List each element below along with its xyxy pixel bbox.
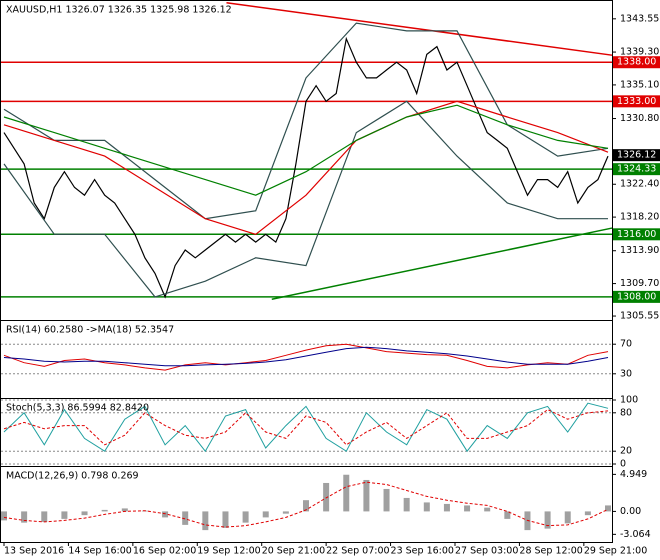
histogram-bar (423, 502, 430, 512)
series-line (3, 346, 609, 367)
histogram-bar (282, 511, 289, 514)
x-tick-label: 19 Sep 12:00 (197, 546, 260, 557)
histogram-bar (121, 508, 128, 512)
level-tag (613, 95, 660, 108)
x-tick-label: 23 Sep 16:00 (391, 546, 454, 557)
histogram-bar (41, 511, 48, 522)
series-line (3, 409, 609, 446)
y-tick-label: 70 (620, 339, 632, 350)
histogram-bar (21, 511, 28, 523)
histogram-bar (1, 511, 7, 521)
histogram-bar (605, 505, 611, 512)
y-tick-label: 1322.40 (620, 179, 659, 190)
y-tick-label: 4.949 (620, 469, 647, 480)
price-tag (613, 149, 660, 162)
x-tick-label: 22 Sep 07:00 (326, 546, 389, 557)
x-tick-label: 16 Sep 02:00 (133, 546, 196, 557)
level-tag (613, 163, 660, 176)
histogram-bar (464, 505, 471, 512)
panel-title: XAUUSD,H1 1326.07 1326.35 1325.98 1326.1… (6, 5, 232, 16)
level-label: 1316.00 (617, 229, 656, 240)
histogram-bar (564, 511, 571, 524)
y-tick-label: 1330.80 (620, 113, 659, 124)
y-tick-label: 1313.90 (620, 245, 659, 256)
price-label: 1326.12 (617, 150, 656, 161)
series-line (3, 100, 609, 235)
histogram-bar (504, 511, 511, 519)
y-tick-label: -3.064 (620, 529, 651, 540)
y-tick-label: 1339.30 (620, 47, 659, 58)
series-line (3, 36, 609, 299)
panel-frame (0, 398, 613, 467)
trend-line (226, 2, 613, 56)
x-tick-label: 28 Sep 12:00 (519, 546, 582, 557)
panel-title: MACD(12,26,9) 0.798 0.269 (6, 471, 139, 482)
series-line (3, 104, 609, 196)
y-tick-label: 1305.55 (620, 311, 659, 322)
level-tag (613, 56, 660, 69)
level-tag (613, 290, 660, 303)
x-tick-label: 13 Sep 2016 (4, 546, 64, 557)
histogram-bar (162, 511, 169, 518)
level-label: 1324.33 (617, 164, 656, 175)
histogram-bar (242, 511, 249, 523)
histogram-bar (584, 511, 591, 516)
series-line (3, 100, 608, 298)
histogram-bar (484, 507, 491, 512)
histogram-bar (81, 511, 88, 516)
y-tick-label: 1309.70 (620, 278, 659, 289)
panel-frame (0, 0, 613, 321)
y-tick-label: 0 (620, 459, 626, 470)
histogram-bar (101, 509, 108, 512)
histogram-bar (403, 497, 410, 512)
y-tick-label: 1318.20 (620, 212, 659, 223)
histogram-bar (323, 482, 330, 512)
panel-title: Stoch(5,3,3) 86.5994 82.8420 (6, 403, 149, 414)
level-label: 1308.00 (617, 291, 656, 302)
level-tag (613, 228, 660, 241)
series-line (3, 481, 609, 528)
trend-line (271, 227, 613, 300)
histogram-bar (182, 511, 189, 525)
histogram-bar (303, 500, 309, 512)
level-label: 1333.00 (617, 96, 656, 107)
panel-title: RSI(14) 60.2580 ->MA(18) 52.3547 (6, 325, 174, 336)
y-tick-label: 0.00 (620, 506, 641, 517)
histogram-bar (61, 511, 68, 519)
series-line (3, 402, 609, 453)
x-tick-label: 20 Sep 21:00 (262, 546, 325, 557)
x-tick-label: 14 Sep 16:00 (68, 546, 131, 557)
series-line (3, 343, 609, 371)
y-tick-label: 1343.55 (620, 13, 659, 24)
histogram-bar (544, 511, 551, 529)
y-tick-label: 80 (620, 407, 632, 418)
histogram-bar (363, 479, 370, 512)
level-label: 1338.00 (617, 57, 656, 68)
y-tick-label: 20 (620, 446, 632, 457)
histogram-bar (383, 488, 390, 512)
histogram-bar (222, 511, 229, 528)
histogram-bar (343, 474, 350, 512)
y-tick-label: 100 (620, 395, 638, 406)
x-tick-label: 29 Sep 21:00 (584, 546, 647, 557)
histogram-bar (443, 503, 450, 512)
histogram-bar (202, 511, 209, 531)
panel-frame (0, 320, 613, 399)
x-tick-label: 27 Sep 03:00 (455, 546, 518, 557)
y-tick-label: 1335.10 (620, 79, 659, 90)
y-tick-label: 30 (620, 368, 632, 379)
histogram-bar (262, 511, 269, 518)
